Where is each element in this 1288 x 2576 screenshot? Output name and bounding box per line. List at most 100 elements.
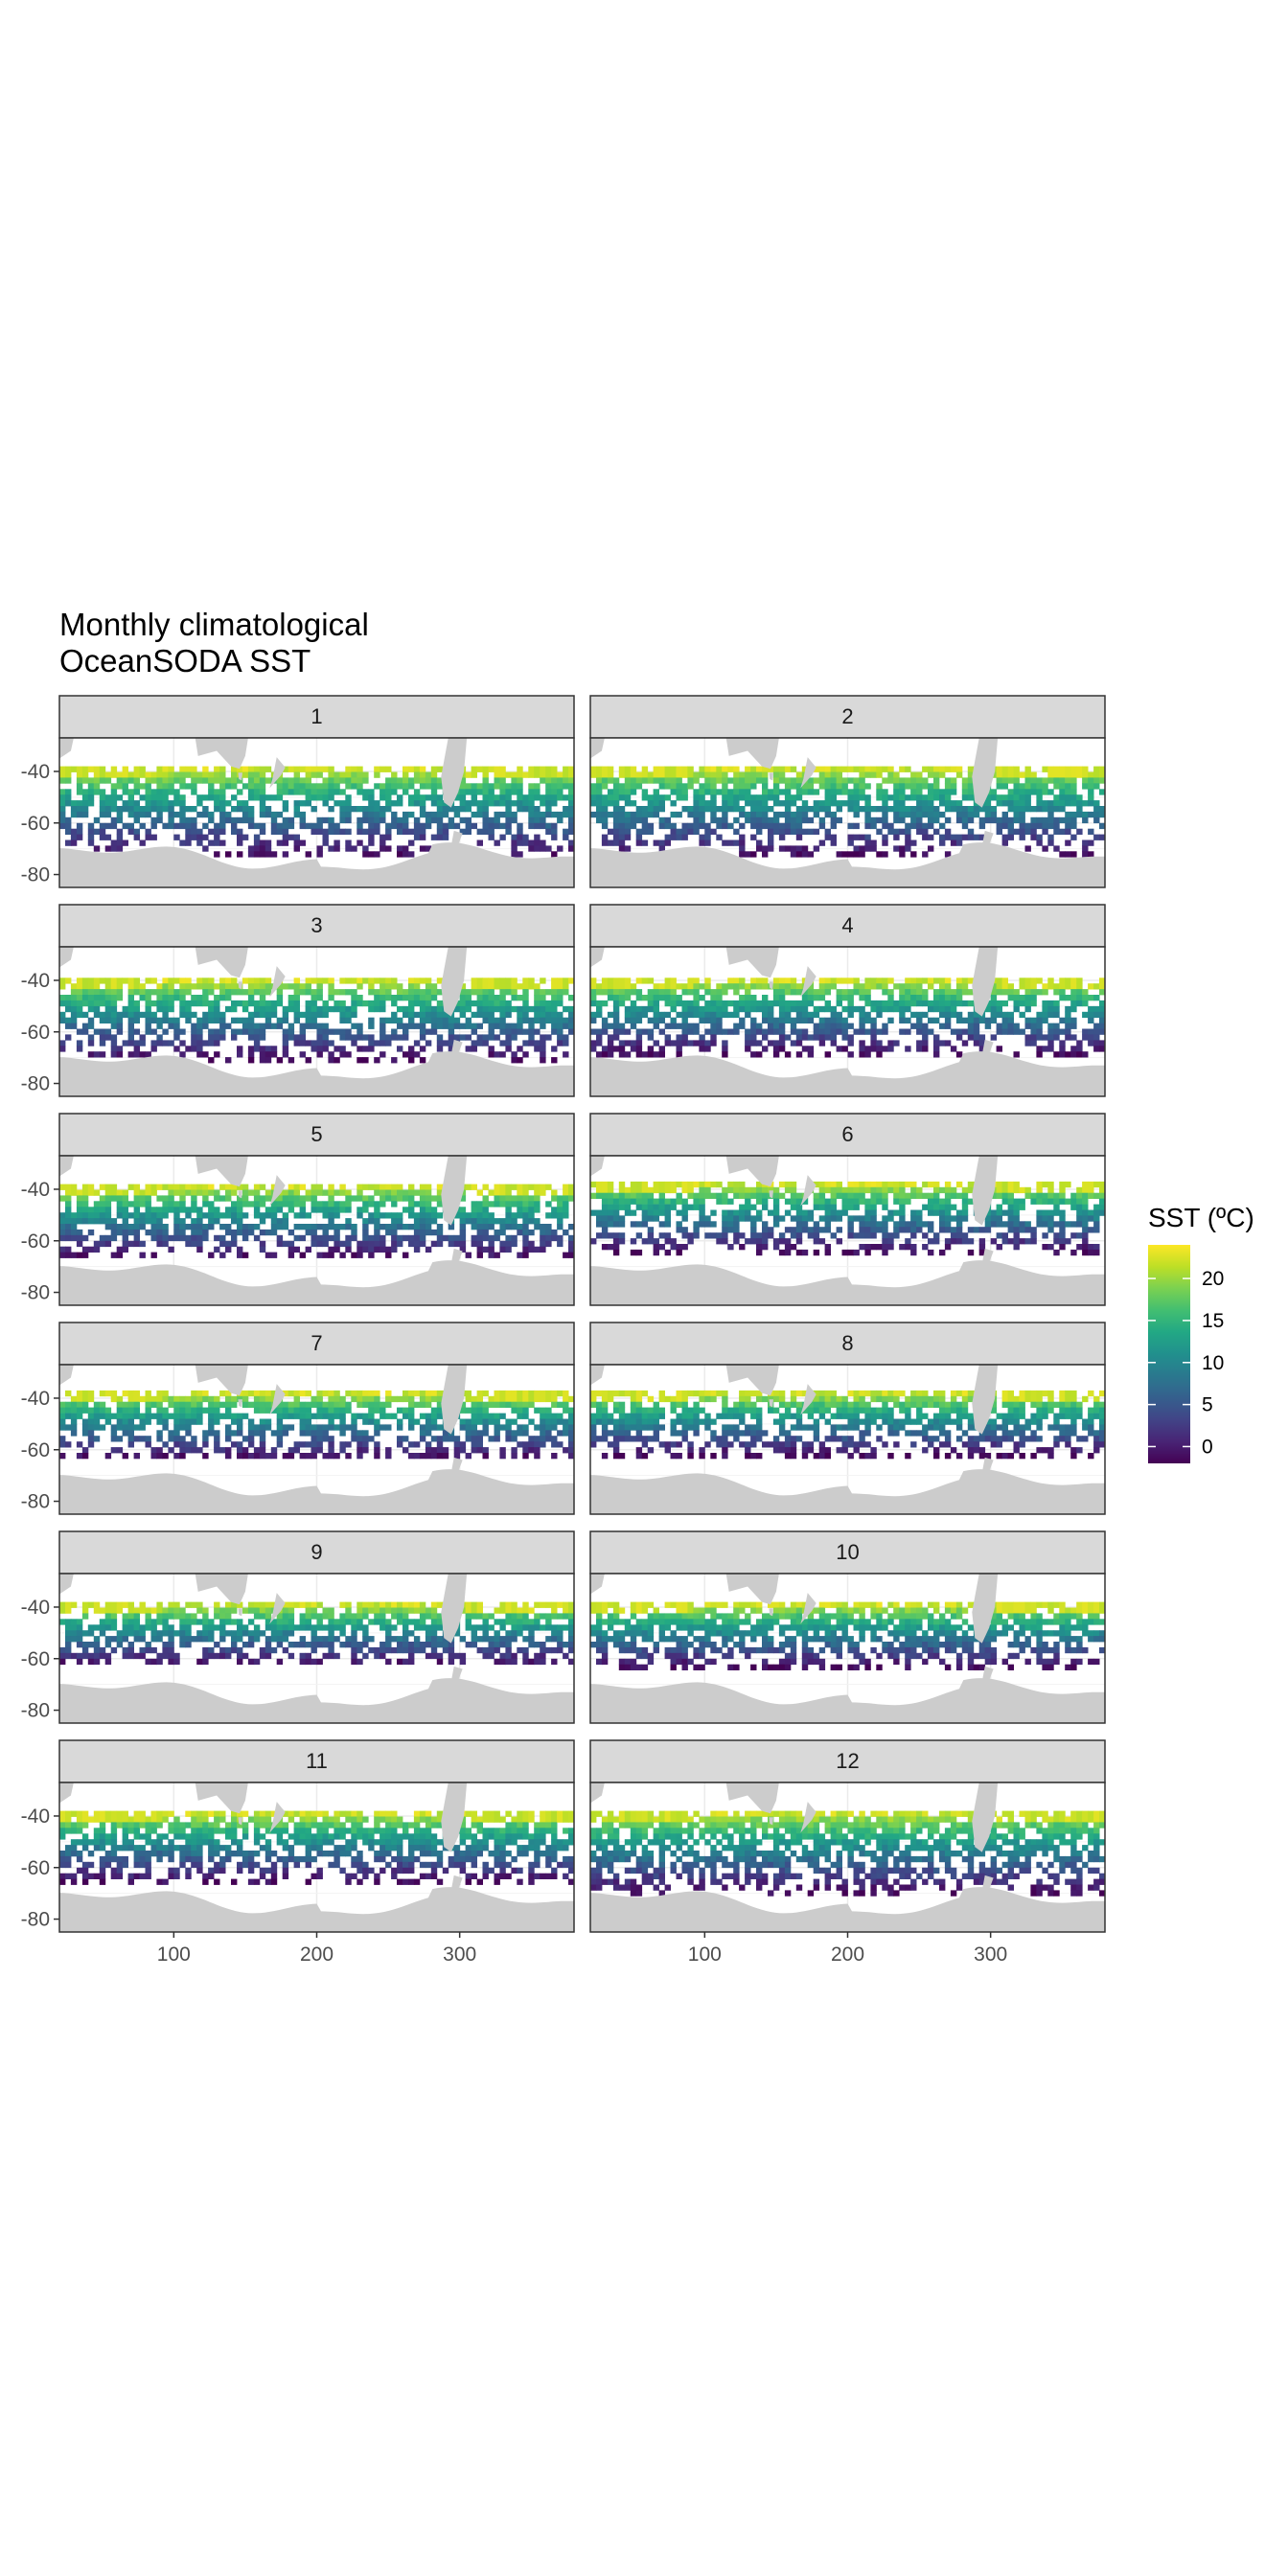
sst-cell [996, 1215, 1002, 1222]
sst-cell [996, 1244, 1002, 1251]
y-tick-label: -40 [21, 1179, 50, 1201]
sst-cell [196, 828, 203, 835]
sst-cell [784, 766, 792, 772]
sst-cell [173, 1023, 180, 1029]
sst-cell [601, 1232, 609, 1239]
sst-cell [670, 834, 677, 840]
sst-cell [1024, 766, 1031, 772]
sst-cell [768, 789, 774, 795]
sst-cell [790, 1227, 797, 1233]
sst-cell [540, 1229, 546, 1236]
sst-cell [397, 995, 403, 1001]
sst-cell [476, 1011, 483, 1019]
sst-cell [568, 995, 574, 1001]
sst-cell [630, 1011, 637, 1019]
sst-cell [87, 1000, 95, 1007]
sst-cell [87, 1189, 95, 1196]
sst-cell [528, 816, 535, 824]
sst-cell [618, 1204, 626, 1210]
sst-cell [601, 822, 609, 830]
sst-cell [385, 1224, 392, 1230]
sst-cell [681, 1005, 688, 1013]
sst-cell [1001, 811, 1008, 818]
sst-cell [1007, 1028, 1014, 1035]
sst-cell [214, 766, 220, 772]
sst-cell [116, 1201, 124, 1208]
sst-cell [882, 1227, 888, 1233]
sst-cell [933, 766, 940, 772]
sst-cell [607, 1215, 614, 1222]
sst-cell [624, 811, 632, 818]
sst-cell [658, 816, 665, 824]
sst-cell [727, 806, 734, 813]
sst-cell [242, 1000, 249, 1007]
sst-cell [540, 777, 546, 784]
sst-cell [670, 1198, 677, 1205]
sst-cell [293, 1234, 300, 1242]
sst-cell [624, 783, 632, 790]
sst-cell [1019, 828, 1025, 835]
sst-cell [939, 1198, 946, 1205]
sst-cell [139, 1189, 146, 1196]
sst-cell [922, 811, 929, 818]
sst-cell [1024, 1040, 1031, 1046]
sst-cell [1001, 1023, 1008, 1029]
sst-cell [310, 806, 317, 813]
sst-cell [517, 1023, 523, 1029]
sst-cell [795, 789, 803, 795]
sst-cell [557, 811, 564, 818]
sst-cell [551, 800, 558, 807]
sst-cell [1030, 777, 1037, 784]
sst-cell [110, 1224, 118, 1230]
sst-cell [476, 1224, 483, 1230]
sst-cell [762, 1204, 769, 1210]
sst-cell [853, 806, 860, 813]
sst-cell [499, 1005, 506, 1013]
sst-cell [699, 1209, 705, 1216]
sst-cell [928, 789, 934, 795]
sst-cell [1030, 1198, 1037, 1205]
sst-cell [1001, 1011, 1008, 1019]
sst-cell [402, 989, 409, 996]
sst-cell [299, 800, 306, 807]
sst-cell [876, 806, 883, 813]
sst-cell [168, 1017, 174, 1024]
sst-cell [778, 1181, 786, 1188]
sst-cell [984, 1209, 992, 1216]
sst-cell [905, 1192, 911, 1199]
sst-cell [494, 816, 500, 824]
sst-cell [442, 1023, 449, 1029]
sst-cell [264, 1000, 272, 1007]
sst-cell [1007, 1017, 1014, 1024]
sst-cell [899, 794, 906, 801]
sst-cell [818, 995, 826, 1001]
sst-cell [419, 1057, 426, 1064]
sst-cell [202, 1224, 209, 1230]
sst-cell [425, 1011, 432, 1019]
sst-cell [436, 1184, 444, 1190]
sst-cell [459, 828, 467, 835]
sst-cell [635, 1034, 643, 1041]
sst-cell [658, 1192, 665, 1199]
sst-cell [670, 1244, 677, 1251]
sst-cell [59, 811, 66, 818]
sst-cell [607, 1232, 614, 1239]
sst-cell [950, 1192, 957, 1199]
sst-cell [59, 1040, 66, 1046]
sst-cell [905, 777, 911, 784]
sst-cell [494, 1234, 500, 1242]
sst-cell [540, 822, 546, 830]
sst-cell [380, 1234, 386, 1242]
sst-cell [425, 1246, 432, 1253]
sst-cell [784, 1181, 792, 1188]
sst-cell [1042, 806, 1048, 813]
sst-cell [534, 1000, 540, 1007]
sst-cell [601, 766, 609, 772]
sst-cell [87, 1023, 95, 1029]
sst-cell [864, 1232, 871, 1239]
sst-cell [807, 983, 815, 990]
sst-cell [1030, 1017, 1037, 1024]
sst-cell [630, 1249, 637, 1256]
sst-cell [305, 783, 311, 790]
sst-cell [419, 1005, 426, 1013]
